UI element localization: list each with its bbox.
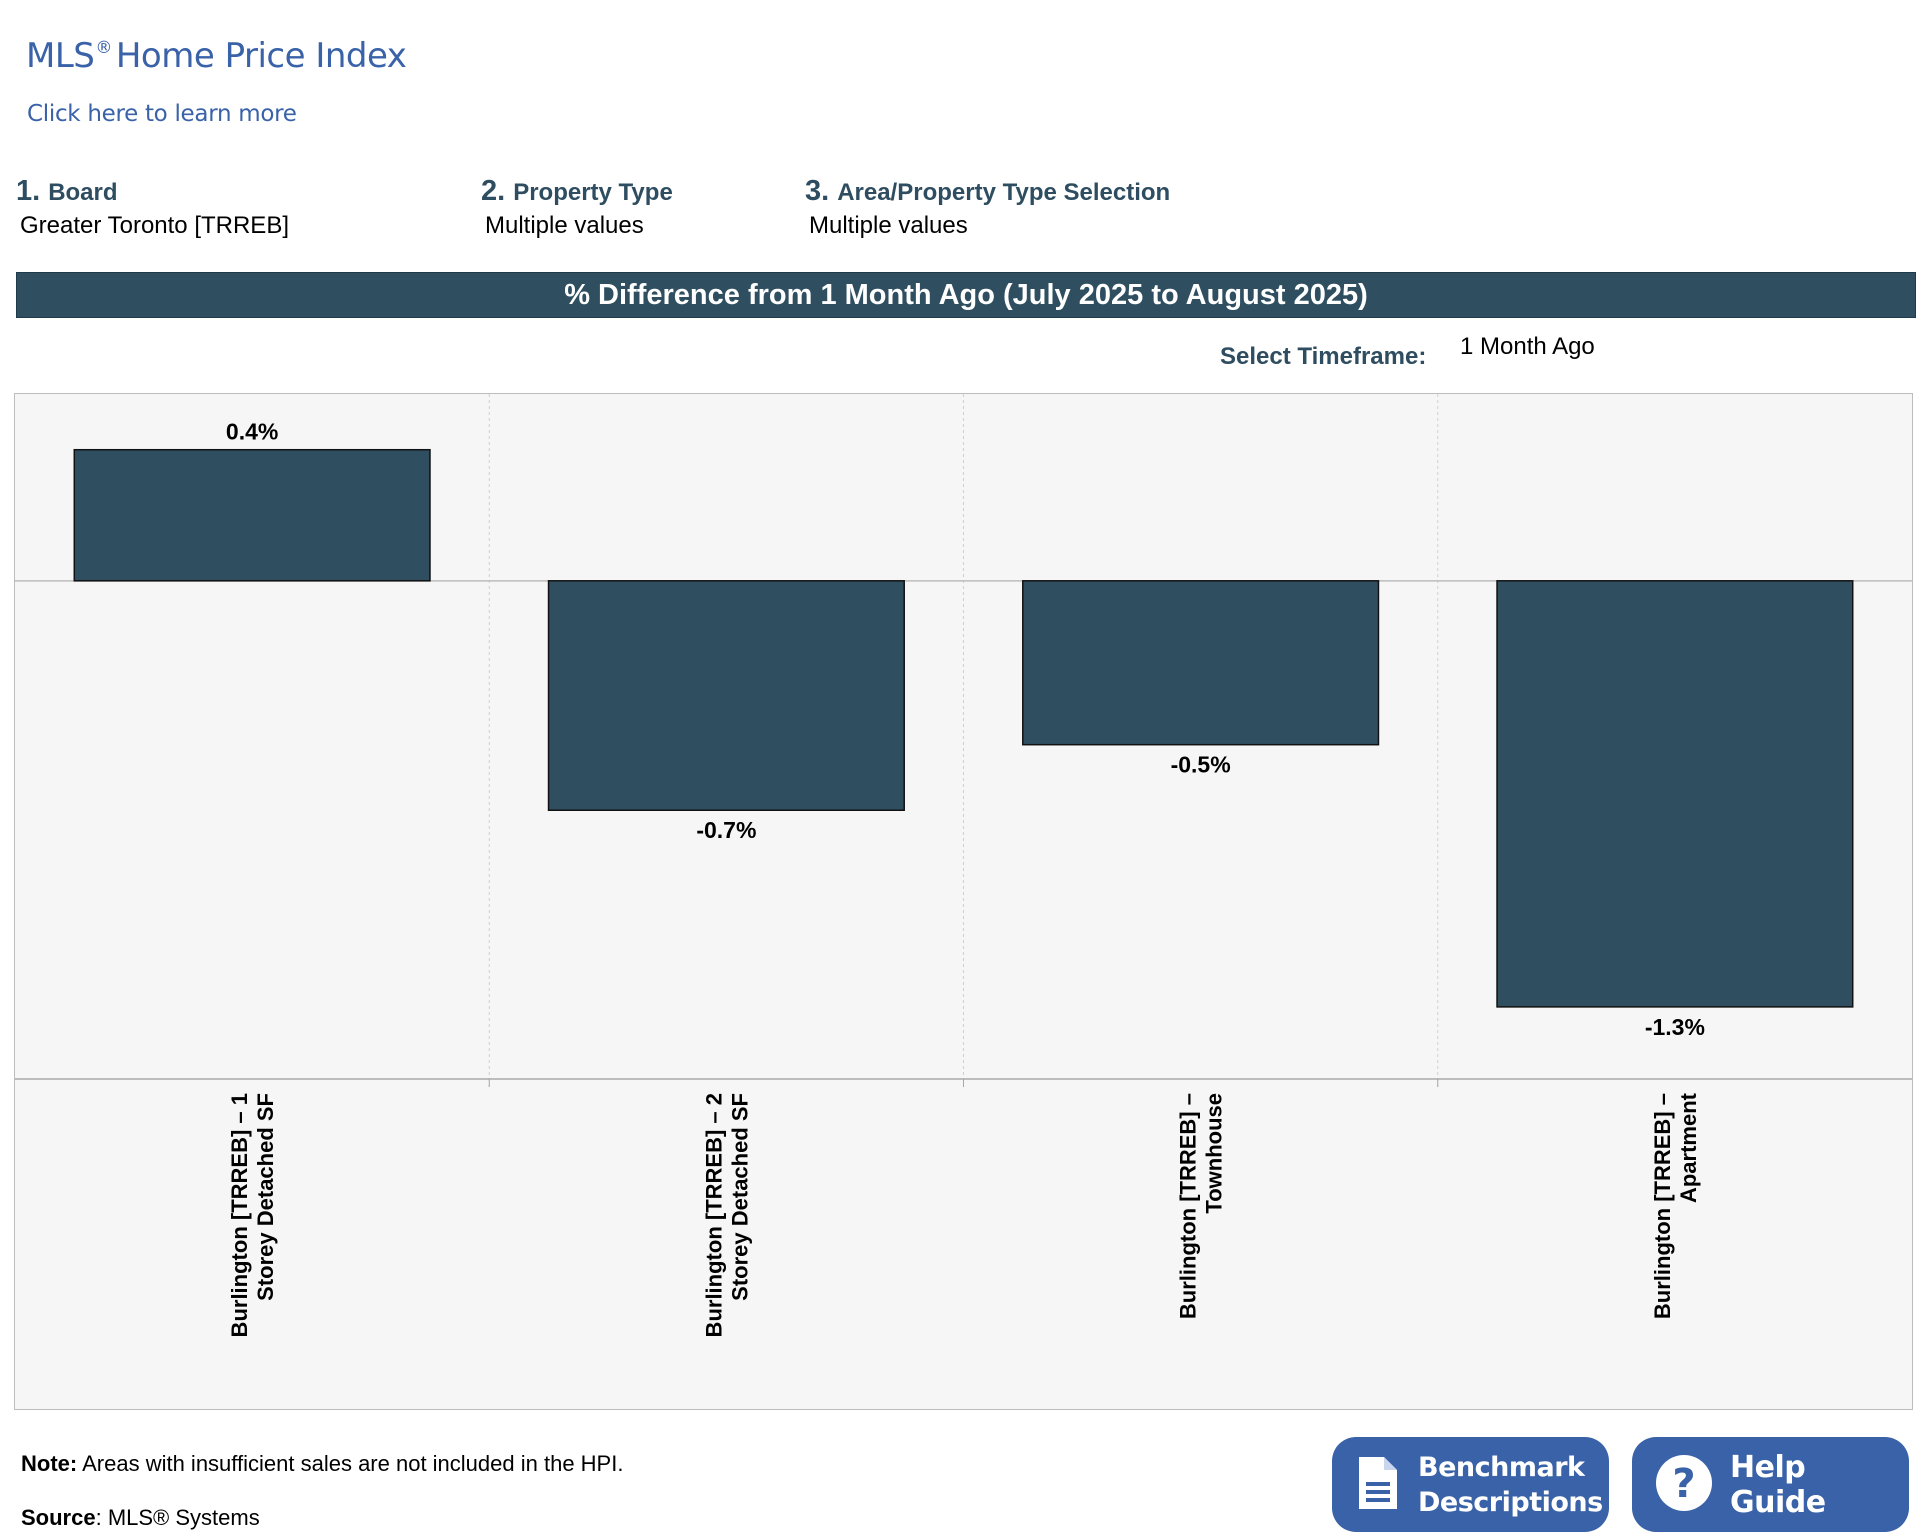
source-label: Source <box>21 1505 96 1530</box>
filter-area-selection-label: Area/Property Type Selection <box>837 179 1171 206</box>
benchmark-label-line1: Benchmark <box>1418 1451 1585 1483</box>
filter-board-label: Board <box>48 179 118 206</box>
app-title: MLS® Home Price Index <box>26 36 407 76</box>
category-label-2-line-2: Storey Detached SF <box>727 1093 752 1301</box>
filter-property-type[interactable]: 2. Property Type Multiple values <box>481 175 673 240</box>
bar-4 <box>1496 580 1854 1008</box>
data-label-1: 0.4% <box>226 419 278 445</box>
filter-area-selection-value[interactable]: Multiple values <box>809 212 968 239</box>
benchmark-button-text: Benchmark Descriptions <box>1418 1450 1603 1520</box>
category-label-4-line-2: Apartment <box>1676 1092 1701 1203</box>
note-label: Note: <box>21 1451 78 1476</box>
category-label-1: Burlington [TRREB] – 1Storey Detached SF <box>227 1093 278 1337</box>
question-circle-icon: ? <box>1654 1453 1714 1517</box>
bar-3 <box>1022 580 1380 746</box>
app-title-rest: Home Price Index <box>115 36 407 76</box>
category-label-4-line-1: Burlington [TRREB] – <box>1650 1093 1675 1319</box>
filter-board-number: 1. <box>16 175 41 207</box>
learn-more-link[interactable]: Click here to learn more <box>27 101 297 127</box>
help-guide-label: Help Guide <box>1730 1449 1826 1520</box>
help-guide-button[interactable]: ? Help Guide <box>1632 1437 1909 1532</box>
filter-board[interactable]: 1. Board Greater Toronto [TRREB] <box>16 175 289 240</box>
category-label-3-line-2: Townhouse <box>1202 1093 1227 1214</box>
filter-property-type-value[interactable]: Multiple values <box>485 212 644 239</box>
filter-board-value[interactable]: Greater Toronto [TRREB] <box>20 212 289 239</box>
filter-property-type-number: 2. <box>481 175 506 207</box>
note-body: Areas with insufficient sales are not in… <box>77 1451 624 1476</box>
filter-area-selection[interactable]: 3. Area/Property Type Selection Multiple … <box>805 175 1170 240</box>
filter-board-heading: 1. Board <box>16 175 289 208</box>
bar-2 <box>547 580 905 811</box>
registered-mark: ® <box>95 38 112 58</box>
app-title-brand: MLS <box>26 36 95 76</box>
svg-text:?: ? <box>1672 1461 1695 1507</box>
note-text: Note: Areas with insufficient sales are … <box>21 1451 623 1477</box>
filter-property-type-heading: 2. Property Type <box>481 175 673 208</box>
data-label-3: -0.5% <box>1171 752 1231 778</box>
data-label-2: -0.7% <box>696 817 756 843</box>
benchmark-label-line2: Descriptions <box>1418 1486 1603 1518</box>
data-label-4: -1.3% <box>1645 1014 1705 1040</box>
category-label-1-line-2: Storey Detached SF <box>253 1093 278 1301</box>
bar-chart: 0.4%Burlington [TRREB] – 1Storey Detache… <box>15 394 1912 1337</box>
filter-area-selection-heading: 3. Area/Property Type Selection <box>805 175 1170 208</box>
category-label-3: Burlington [TRREB] –Townhouse <box>1176 1093 1227 1319</box>
category-label-1-line-1: Burlington [TRREB] – 1 <box>227 1093 252 1337</box>
document-icon <box>1356 1454 1400 1516</box>
category-label-3-line-1: Burlington [TRREB] – <box>1176 1093 1201 1319</box>
category-label-2: Burlington [TRREB] – 2Storey Detached SF <box>701 1093 752 1337</box>
timeframe-select[interactable]: 1 Month Ago <box>1460 333 1595 360</box>
source-body: : MLS® Systems <box>95 1505 260 1530</box>
filter-area-selection-number: 3. <box>805 175 830 207</box>
timeframe-label: Select Timeframe: <box>1220 343 1427 370</box>
benchmark-descriptions-button[interactable]: Benchmark Descriptions <box>1332 1437 1609 1532</box>
category-label-4: Burlington [TRREB] –Apartment <box>1650 1092 1701 1319</box>
category-label-2-line-1: Burlington [TRREB] – 2 <box>701 1093 726 1337</box>
chart-area: 0.4% Burlington [TRREB] – 1Storey Detache… <box>14 393 1913 1410</box>
filter-property-type-label: Property Type <box>513 179 673 206</box>
bar-1 <box>73 448 431 582</box>
source-text: Source: MLS® Systems <box>21 1505 260 1531</box>
chart-title-banner: % Difference from 1 Month Ago (July 2025… <box>16 272 1916 318</box>
